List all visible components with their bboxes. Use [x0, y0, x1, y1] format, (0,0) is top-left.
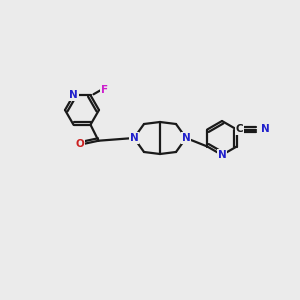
- Text: N: N: [182, 133, 190, 143]
- Text: N: N: [69, 90, 78, 100]
- Text: N: N: [130, 133, 138, 143]
- Text: N: N: [218, 150, 226, 160]
- Text: C: C: [236, 124, 244, 134]
- Text: O: O: [75, 139, 84, 149]
- Text: N: N: [261, 124, 269, 134]
- Text: F: F: [101, 85, 108, 95]
